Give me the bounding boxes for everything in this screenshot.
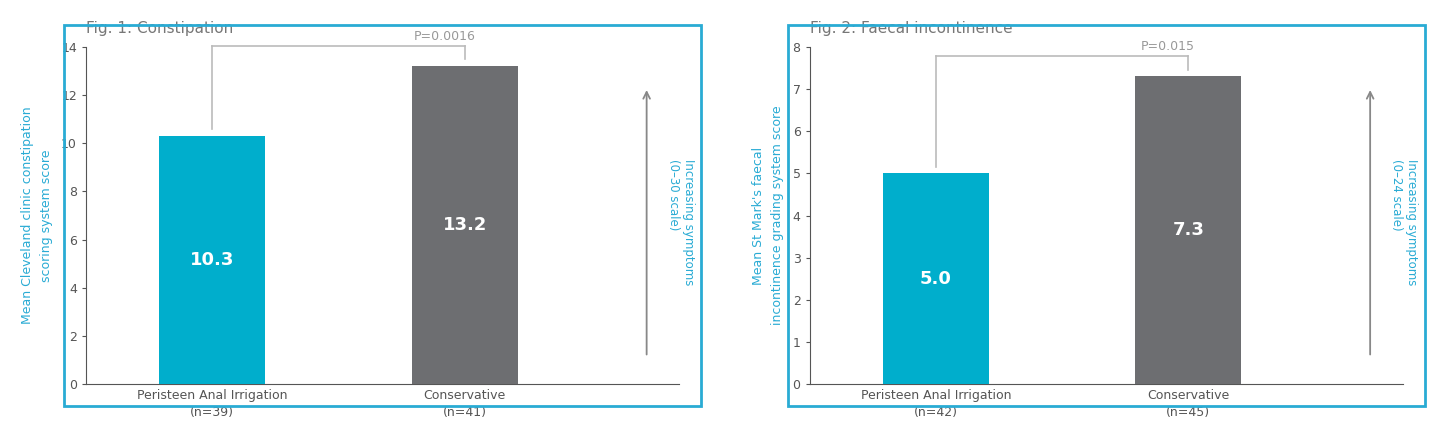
Text: 5.0: 5.0 xyxy=(919,270,951,288)
Text: 10.3: 10.3 xyxy=(190,251,235,269)
Bar xyxy=(883,173,989,384)
Bar xyxy=(160,136,265,384)
Y-axis label: Mean St Mark's faecal
incontinence grading system score: Mean St Mark's faecal incontinence gradi… xyxy=(752,106,784,325)
Text: P=0.015: P=0.015 xyxy=(1141,40,1195,53)
Text: Increasing symptoms
(0–30 scale): Increasing symptoms (0–30 scale) xyxy=(667,159,695,286)
Bar xyxy=(1136,76,1241,384)
Text: 13.2: 13.2 xyxy=(442,216,487,234)
Y-axis label: Mean Cleveland clinic constipation
scoring system score: Mean Cleveland clinic constipation scori… xyxy=(20,107,53,324)
Text: P=0.0016: P=0.0016 xyxy=(414,30,476,43)
Bar xyxy=(412,66,517,384)
Text: 7.3: 7.3 xyxy=(1173,221,1205,239)
Text: Increasing symptoms
(0–24 scale): Increasing symptoms (0–24 scale) xyxy=(1391,159,1418,286)
Text: Fig. 2: Faecal incontinence: Fig. 2: Faecal incontinence xyxy=(810,21,1012,36)
Text: Fig. 1: Constipation: Fig. 1: Constipation xyxy=(86,21,233,36)
